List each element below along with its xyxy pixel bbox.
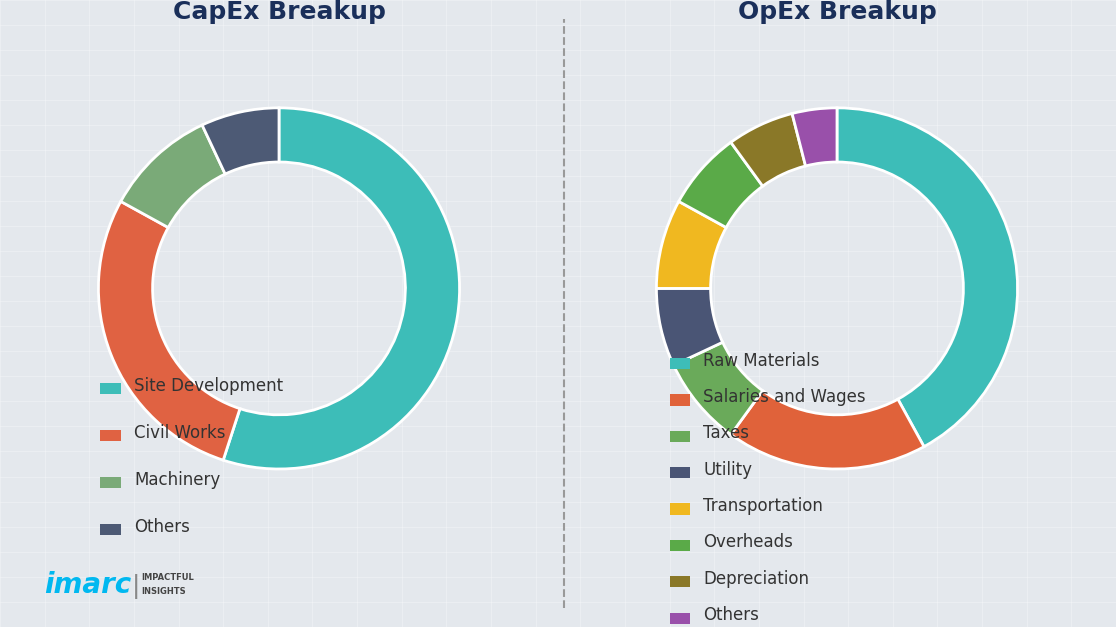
Text: Others: Others <box>703 606 759 624</box>
Wedge shape <box>731 113 806 186</box>
Text: Transportation: Transportation <box>703 497 822 515</box>
Text: Taxes: Taxes <box>703 424 749 442</box>
Text: INSIGHTS: INSIGHTS <box>142 587 186 596</box>
Title: OpEx Breakup: OpEx Breakup <box>738 0 936 24</box>
Text: Site Development: Site Development <box>134 377 283 394</box>
Text: Depreciation: Depreciation <box>703 570 809 587</box>
Wedge shape <box>792 108 837 166</box>
Wedge shape <box>121 125 225 228</box>
Text: Salaries and Wages: Salaries and Wages <box>703 388 866 406</box>
Text: Others: Others <box>134 518 190 535</box>
Title: CapEx Breakup: CapEx Breakup <box>173 0 385 24</box>
Text: Civil Works: Civil Works <box>134 424 225 441</box>
Text: Machinery: Machinery <box>134 471 220 488</box>
Text: imarc: imarc <box>45 571 132 599</box>
Wedge shape <box>656 288 723 366</box>
Text: IMPACTFUL: IMPACTFUL <box>142 573 194 582</box>
Text: Raw Materials: Raw Materials <box>703 352 819 369</box>
Wedge shape <box>731 391 924 469</box>
Wedge shape <box>98 201 240 460</box>
Wedge shape <box>202 108 279 174</box>
Wedge shape <box>223 108 460 469</box>
Text: Utility: Utility <box>703 461 752 478</box>
Wedge shape <box>656 201 727 288</box>
Wedge shape <box>674 342 762 435</box>
Text: Overheads: Overheads <box>703 534 793 551</box>
Wedge shape <box>679 142 762 228</box>
Text: |: | <box>132 574 141 599</box>
Wedge shape <box>837 108 1018 446</box>
